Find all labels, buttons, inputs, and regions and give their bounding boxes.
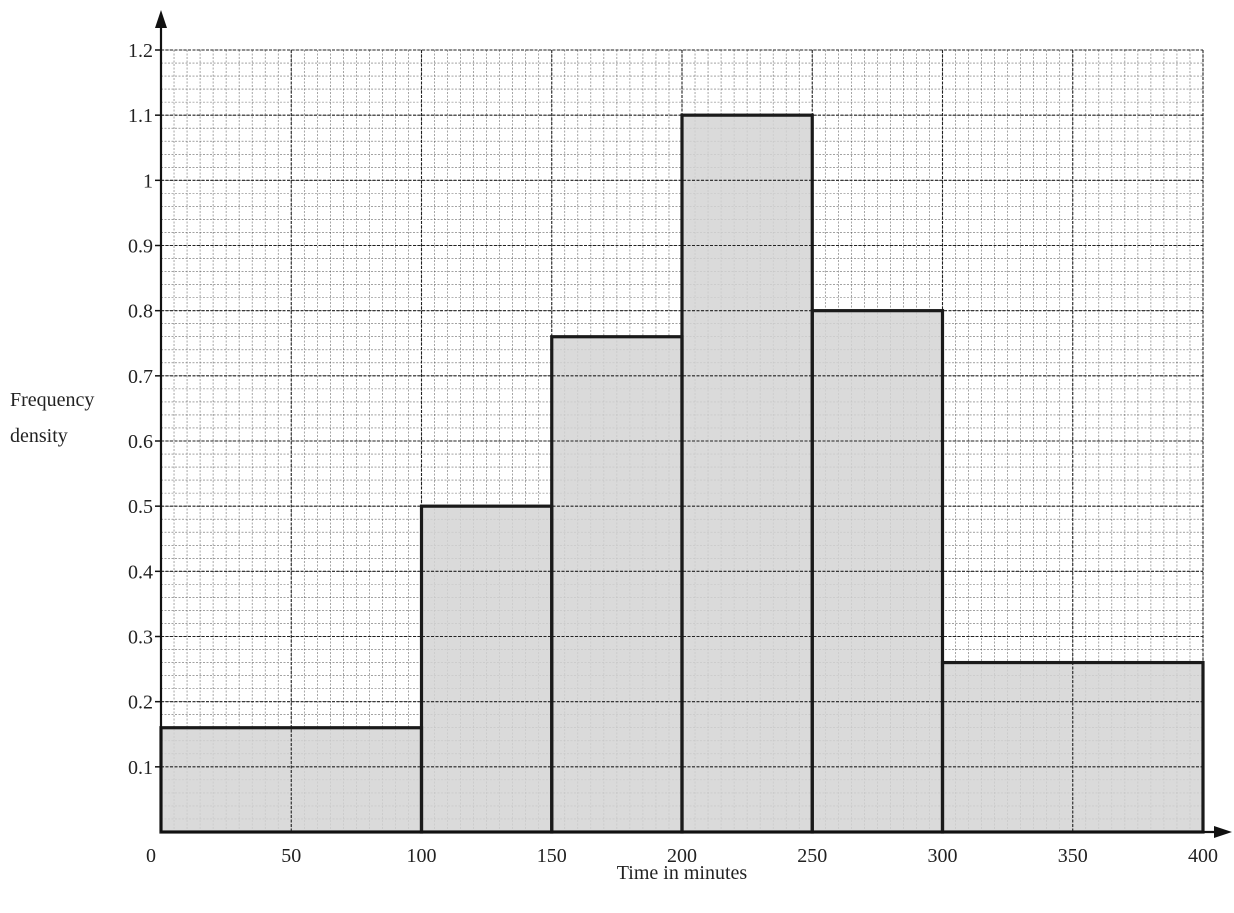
x-tick-label: 300 <box>928 845 958 867</box>
x-tick-label: 100 <box>407 845 437 867</box>
x-tick-label: 150 <box>537 845 567 867</box>
y-tick-label: 0.1 <box>128 757 153 779</box>
x-tick-label: 350 <box>1058 845 1088 867</box>
tick-labels: 0 50 100 150 200 250 300 350 400 0.1 0.2 0.3 0.4 0.5 0… <box>128 40 1218 867</box>
y-tick-label: 0.7 <box>128 366 153 388</box>
x-tick-label: 400 <box>1188 845 1218 867</box>
axes <box>155 10 1232 838</box>
y-tick-label: 0.3 <box>128 627 153 649</box>
x-tick-label: 50 <box>281 845 301 867</box>
y-tick-label: 0.5 <box>128 496 153 518</box>
x-tick-label: 0 <box>146 845 156 867</box>
histogram-bars <box>161 115 1203 833</box>
y-axis-label-line-1: Frequency <box>10 389 95 411</box>
y-tick-label: 1 <box>143 170 153 192</box>
y-tick-label: 0.8 <box>128 301 153 323</box>
y-tick-label: 0.6 <box>128 431 153 453</box>
x-tick-label: 200 <box>667 845 697 867</box>
histogram-bar-3 <box>551 336 682 832</box>
x-axis-label: Time in minutes <box>616 862 748 884</box>
y-axis-arrow <box>155 10 167 28</box>
y-axis-label-line-2: density <box>10 425 68 447</box>
y-tick-label: 0.9 <box>128 236 153 258</box>
major-grid <box>160 49 1204 832</box>
y-tick-label: 1.2 <box>128 40 153 62</box>
histogram-bar-2 <box>421 506 552 832</box>
y-tick-label: 0.4 <box>128 561 153 583</box>
x-tick-label: 250 <box>797 845 827 867</box>
y-tick-label: 1.1 <box>128 105 153 127</box>
y-tick-label: 0.2 <box>128 692 153 714</box>
histogram-bar-4 <box>682 115 813 832</box>
x-axis-arrow <box>1214 826 1232 838</box>
